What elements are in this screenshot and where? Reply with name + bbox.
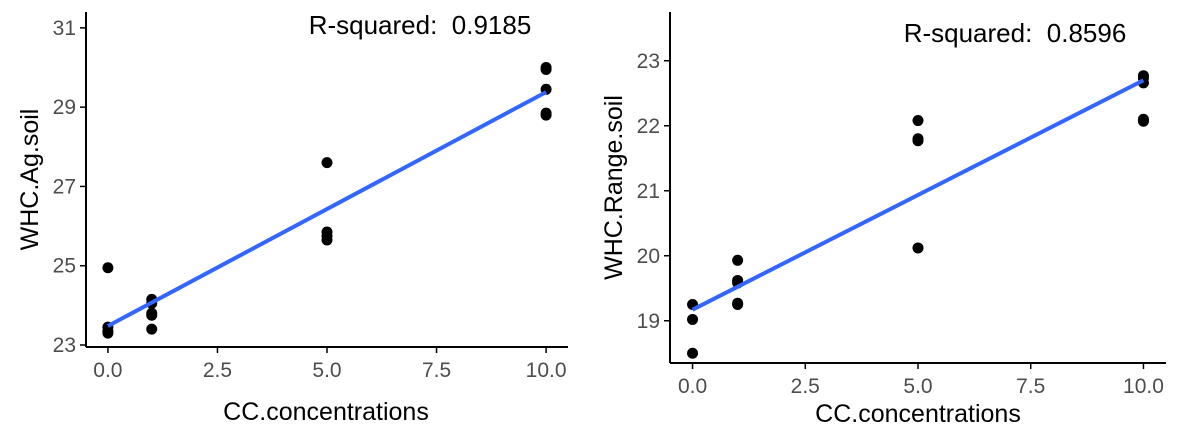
y-tick-label: 23 <box>53 334 76 357</box>
data-point <box>912 242 924 254</box>
data-point <box>687 347 699 359</box>
data-point <box>912 135 924 147</box>
x-tick-label: 2.5 <box>203 359 232 382</box>
x-tick-label: 0.0 <box>678 375 707 398</box>
x-tick-label: 7.5 <box>422 359 451 382</box>
x-tick-label: 10.0 <box>1123 375 1164 398</box>
data-point <box>146 309 158 321</box>
y-tick-label: 27 <box>53 175 76 198</box>
data-point <box>321 157 333 169</box>
y-tick-label: 31 <box>53 17 76 40</box>
x-tick-label: 10.0 <box>526 359 567 382</box>
data-point <box>102 327 114 339</box>
r-squared-annotation: R-squared: 0.9185 <box>309 10 532 40</box>
data-point <box>1137 115 1149 127</box>
data-point <box>102 262 114 274</box>
x-tick-label: 0.0 <box>93 359 122 382</box>
data-point <box>912 115 924 127</box>
y-tick-label: 29 <box>53 96 76 119</box>
y-tick-label: 21 <box>637 180 660 203</box>
x-tick-label: 5.0 <box>312 359 341 382</box>
panel-range-soil: 19 20 21 22 23 0.0 2.5 5.0 7.5 10.0 CC.concentrati… <box>600 12 1166 428</box>
y-tick-label: 25 <box>53 255 76 278</box>
y-axis-title: WHC.Ag.soil <box>16 109 44 251</box>
data-point <box>687 313 699 325</box>
y-tick-label: 20 <box>637 245 660 268</box>
x-tick-label: 5.0 <box>903 375 932 398</box>
y-tick-label: 23 <box>637 50 660 73</box>
data-point <box>540 63 552 75</box>
regression-line <box>106 90 548 328</box>
data-point <box>321 234 333 246</box>
x-tick-label: 2.5 <box>791 375 820 398</box>
x-axis-title: CC.concentrations <box>223 398 429 426</box>
data-point <box>146 323 158 335</box>
r-squared-annotation: R-squared: 0.8596 <box>904 18 1127 48</box>
x-tick-label: 7.5 <box>1016 375 1045 398</box>
panel-ag-soil: 23 25 27 29 31 0.0 2.5 5.0 7.5 10.0 CC.concentrati… <box>16 10 568 426</box>
data-point <box>732 254 744 266</box>
y-axis-title: WHC.Range.soil <box>600 95 628 280</box>
regression-line <box>691 78 1145 312</box>
x-axis-title: CC.concentrations <box>815 400 1021 428</box>
data-point <box>540 109 552 121</box>
data-point <box>732 299 744 310</box>
y-tick-label: 19 <box>637 310 660 333</box>
y-tick-label: 22 <box>637 115 660 138</box>
